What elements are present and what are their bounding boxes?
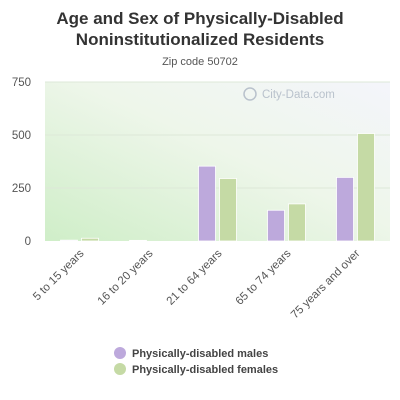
watermark: City-Data.com xyxy=(243,87,335,101)
x-axis: 5 to 15 years 16 to 20 years 21 to 64 year… xyxy=(31,247,363,321)
x-tick-label: 65 to 74 years xyxy=(234,247,294,307)
y-tick-label: 250 xyxy=(12,183,31,195)
bar-males xyxy=(60,239,78,242)
bar-females xyxy=(288,203,306,242)
bar-males xyxy=(198,165,216,242)
bar-males xyxy=(267,209,285,242)
chart-title-line-1: Age and Sex of Physically-Disabled xyxy=(56,9,343,28)
legend-marker xyxy=(114,347,126,359)
y-tick-label: 750 xyxy=(12,77,31,89)
y-tick-label: 500 xyxy=(12,130,31,142)
watermark-text: City-Data.com xyxy=(262,89,335,101)
x-tick-label: 16 to 20 years xyxy=(96,247,156,307)
grid-lines xyxy=(45,81,390,189)
legend: Physically-disabled males Physically-disa… xyxy=(114,347,278,376)
bar-males xyxy=(336,176,354,242)
y-axis: 0 250 500 750 xyxy=(12,77,31,248)
x-tick-label: 21 to 64 years xyxy=(165,247,225,307)
x-tick-label: 75 years and over xyxy=(289,248,363,322)
legend-label: Physically-disabled males xyxy=(132,348,268,360)
bars xyxy=(60,133,375,242)
chart-subtitle: Zip code 50702 xyxy=(162,56,238,68)
plot-area xyxy=(45,82,390,241)
x-tick-label: 5 to 15 years xyxy=(31,247,87,303)
y-tick-label: 0 xyxy=(25,236,31,248)
legend-marker xyxy=(114,363,126,375)
legend-label: Physically-disabled females xyxy=(132,364,278,376)
bar-females xyxy=(81,237,99,242)
chart-title-line-2: Noninstitutionalized Residents xyxy=(76,30,324,49)
watermark-globe-icon xyxy=(243,87,257,101)
bar-females xyxy=(219,178,237,242)
bar-females xyxy=(357,133,375,242)
bar-males xyxy=(129,239,147,242)
